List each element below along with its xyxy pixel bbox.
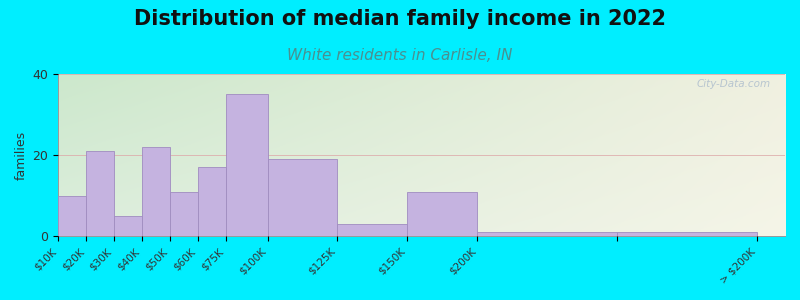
Bar — [478, 232, 617, 236]
Bar — [617, 232, 757, 236]
Bar — [226, 94, 267, 236]
Bar — [338, 224, 407, 236]
Bar — [58, 196, 86, 236]
Text: City-Data.com: City-Data.com — [696, 79, 770, 89]
Bar — [407, 192, 478, 236]
Y-axis label: families: families — [15, 130, 28, 180]
Bar — [170, 192, 198, 236]
Bar — [86, 151, 114, 236]
Text: Distribution of median family income in 2022: Distribution of median family income in … — [134, 9, 666, 29]
Bar — [267, 159, 338, 236]
Text: White residents in Carlisle, IN: White residents in Carlisle, IN — [287, 48, 513, 63]
Bar — [142, 147, 170, 236]
Bar — [114, 216, 142, 236]
Bar — [198, 167, 226, 236]
